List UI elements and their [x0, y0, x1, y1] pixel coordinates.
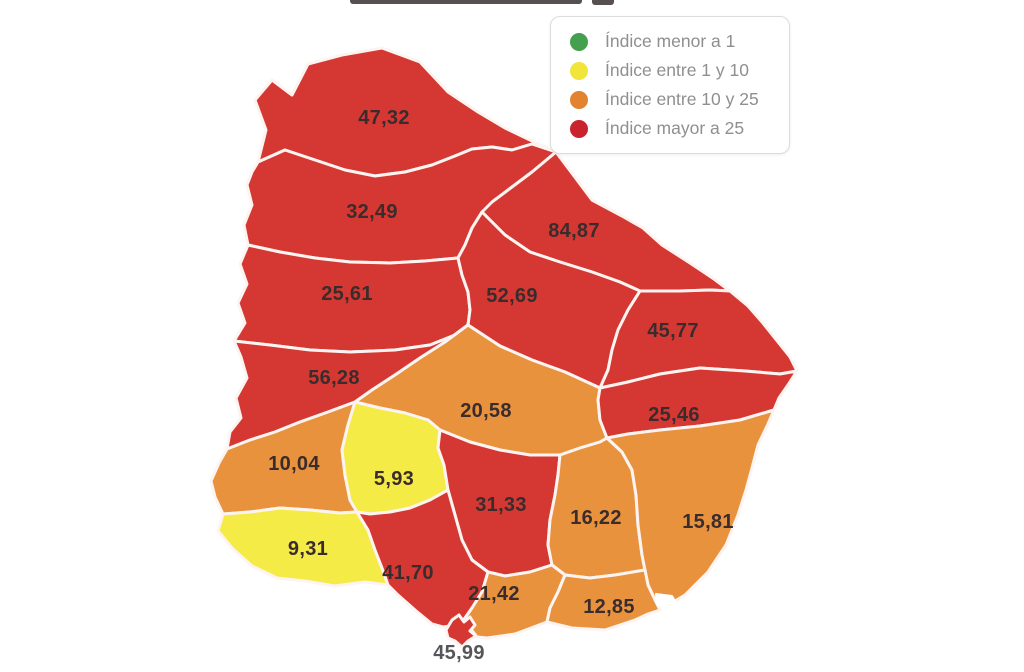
legend-items: Índice menor a 1 Índice entre 1 y 10 Índic… — [562, 27, 777, 143]
legend-color-dot — [570, 119, 588, 138]
legend-color-dot — [570, 32, 588, 51]
region-value-label: 25,46 — [648, 404, 700, 426]
coastline-notch — [655, 593, 679, 614]
region-value-label: 9,31 — [288, 538, 328, 560]
region-value-label: 45,99 — [433, 642, 485, 664]
legend-color-dot — [570, 61, 588, 80]
region-value-label: 25,61 — [321, 283, 373, 305]
legend-item: Índice entre 1 y 10 — [562, 56, 777, 85]
region-value-label: 47,32 — [358, 107, 410, 129]
legend-item-label: Índice entre 10 y 25 — [605, 89, 759, 109]
map-region-25,46[interactable] — [596, 366, 799, 440]
region-value-label: 16,22 — [570, 507, 622, 529]
region-value-label: 5,93 — [374, 468, 414, 490]
cropped-title-remnant — [592, 0, 614, 5]
map-region-45,99[interactable] — [444, 613, 478, 649]
legend-item: Índice entre 10 y 25 — [562, 85, 777, 114]
legend-color-dot — [570, 90, 588, 109]
legend-item: Índice menor a 1 — [562, 27, 777, 56]
region-value-label: 21,42 — [468, 583, 520, 605]
map-region-21,42[interactable] — [463, 563, 567, 640]
region-value-label: 12,85 — [583, 596, 635, 618]
legend: Índice menor a 1 Índice entre 1 y 10 Índic… — [550, 16, 790, 154]
region-value-label: 84,87 — [548, 220, 600, 242]
region-value-label: 15,81 — [682, 511, 734, 533]
map-region-12,85[interactable] — [545, 568, 662, 632]
region-value-label: 32,49 — [346, 201, 398, 223]
legend-item-label: Índice entre 1 y 10 — [605, 60, 749, 80]
region-value-label: 56,28 — [308, 367, 360, 389]
region-value-label: 41,70 — [382, 562, 434, 584]
cropped-title-remnant — [350, 0, 582, 4]
map-region-15,81[interactable] — [605, 408, 776, 612]
region-value-label: 45,77 — [647, 320, 699, 342]
region-value-label: 52,69 — [486, 285, 538, 307]
region-value-label: 20,58 — [460, 400, 512, 422]
region-value-label: 10,04 — [268, 453, 320, 475]
region-value-label: 31,33 — [475, 494, 527, 516]
legend-item-label: Índice mayor a 25 — [605, 118, 745, 138]
legend-item-label: Índice menor a 1 — [605, 31, 736, 51]
legend-item: Índice mayor a 25 — [562, 114, 777, 143]
